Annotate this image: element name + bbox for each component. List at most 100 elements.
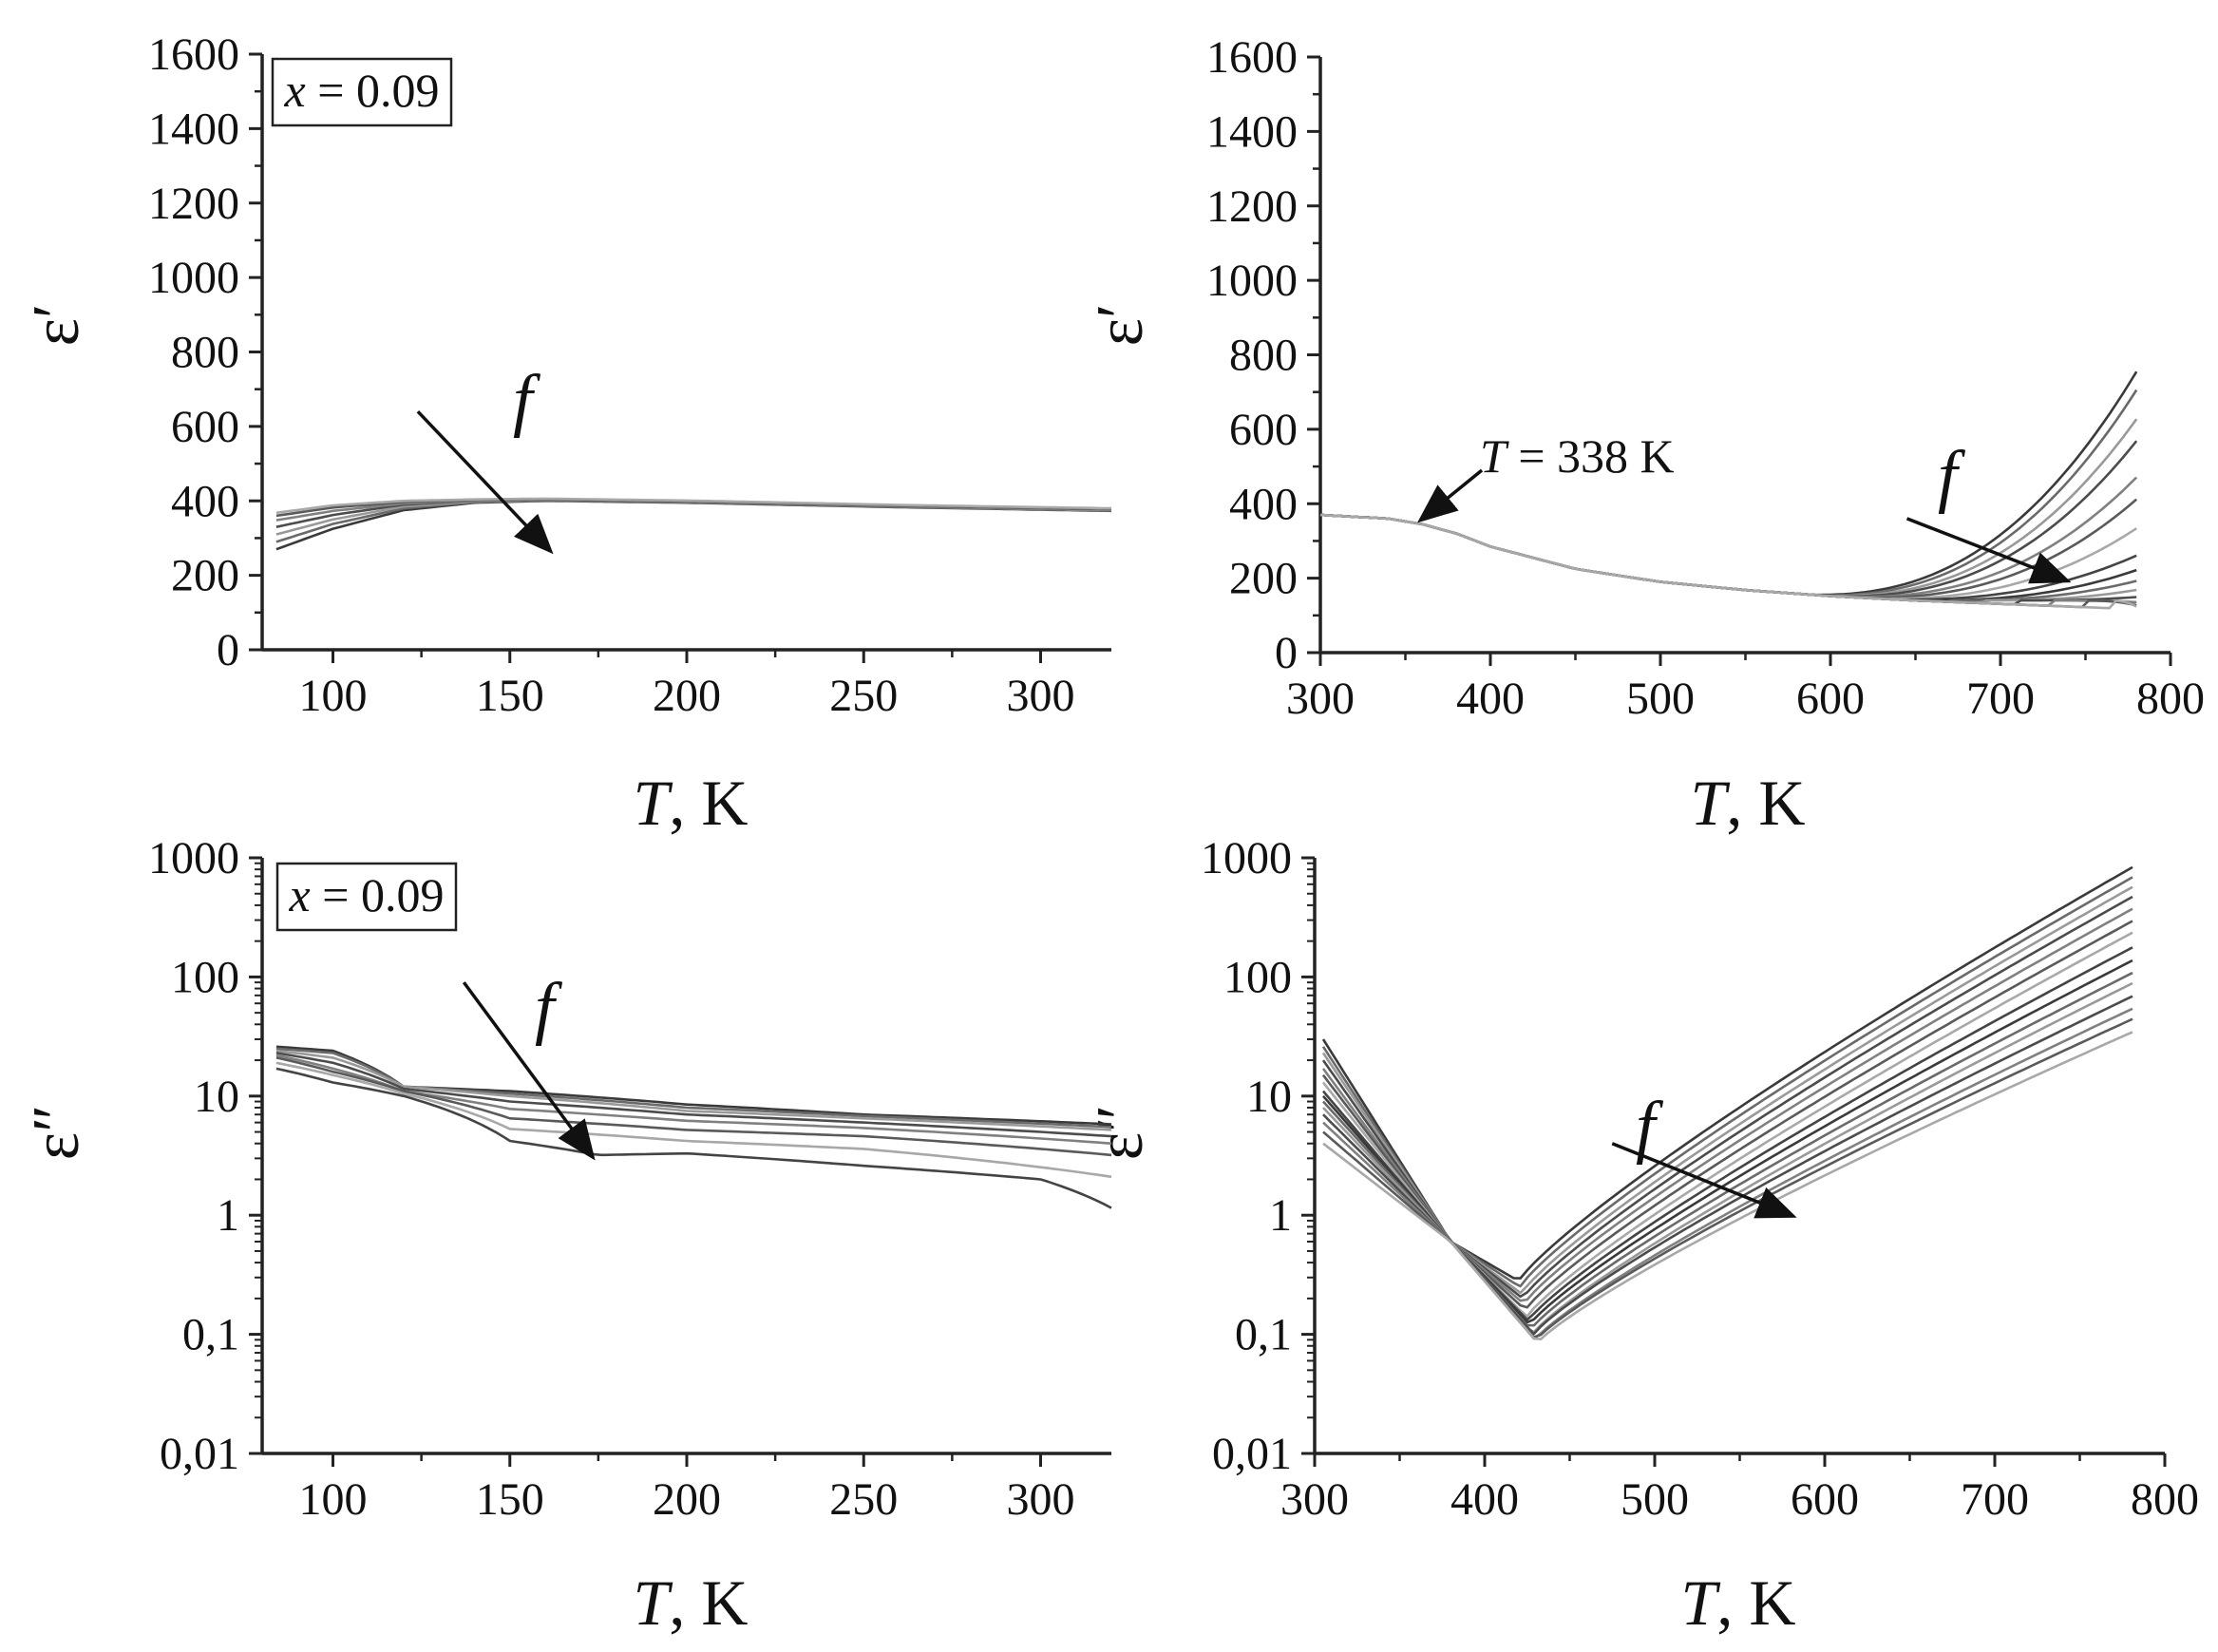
y-tick-label: 0,1	[1235, 1310, 1292, 1360]
y-axis-label: ε′	[1084, 304, 1157, 347]
x-tick-label: 800	[2131, 1474, 2199, 1525]
x-tick-label: 300	[1007, 1474, 1075, 1525]
x-axis-label: T, K	[1681, 1567, 1796, 1639]
series-line-f8	[1319, 513, 2137, 601]
x-tick-label: 600	[1796, 674, 1865, 724]
y-tick-label: 0	[217, 625, 239, 675]
series-line-f15	[1322, 1031, 2133, 1340]
series-line-f6	[275, 1056, 1112, 1157]
series-line-f9	[1322, 959, 2133, 1324]
panel-top-right: ε′ T, K T = 338 K f	[1084, 304, 1966, 839]
y-tick-label: 400	[171, 476, 239, 526]
y-tick-label: 0,1	[182, 1310, 239, 1360]
y-tick-label: 0,01	[160, 1429, 239, 1479]
frequency-label: f	[1938, 437, 1966, 515]
annotation-arrow	[1416, 468, 1484, 523]
y-tick-label: 1000	[1206, 256, 1298, 306]
y-tick-label: 10	[194, 1072, 239, 1122]
series-line-f7	[275, 497, 1112, 515]
series-line-f4	[275, 1052, 1112, 1138]
y-tick-label: 1	[1269, 1190, 1292, 1241]
frequency-arrow	[1611, 1142, 1797, 1219]
panel-bottom-left: ε″ T, K x = 0.09 f	[20, 862, 749, 1639]
series-line-f7	[1319, 513, 2137, 600]
x-axis-label: T, K	[634, 1567, 749, 1639]
plot-p3: 100 150 200 250 300 0,01 0,1 1 10 100 1000	[148, 833, 1112, 1525]
series-line-f5	[1321, 907, 2133, 1302]
y-tick-label: 800	[1229, 331, 1298, 381]
y-tick-label: 600	[171, 402, 239, 452]
series-line-f3	[275, 1049, 1112, 1131]
x-tick-label: 200	[653, 671, 721, 721]
y-tick-label: 800	[171, 328, 239, 378]
x-tick-label: 500	[1626, 674, 1695, 724]
series-line-f15	[1319, 513, 2137, 610]
x-tick-label: 400	[1450, 1474, 1519, 1525]
x-tick-label: 250	[829, 671, 898, 721]
transition-annotation: T = 338 K	[1480, 429, 1675, 483]
x-axis-label: T, K	[634, 767, 749, 839]
y-tick-label: 600	[1229, 405, 1298, 455]
x-tick-label: 150	[476, 671, 544, 721]
y-tick-label: 200	[1229, 554, 1298, 604]
y-axis-label: ε″	[20, 1105, 93, 1161]
y-tick-label: 1000	[1201, 833, 1292, 883]
y-tick-label: 0	[1275, 628, 1298, 678]
x-tick-label: 500	[1621, 1474, 1689, 1525]
y-tick-label: 1	[217, 1190, 239, 1241]
x-tick-label: 300	[1280, 1474, 1349, 1525]
plot-p2: 300 400 500 600 700 800 0 200 400 600 800 1000 1200 1…	[1206, 32, 2205, 724]
y-tick-label: 100	[171, 952, 239, 1002]
x-tick-label: 700	[1961, 1474, 2029, 1525]
y-tick-label: 1000	[148, 833, 239, 883]
y-tick-label: 1400	[148, 104, 239, 154]
frequency-arrow	[462, 981, 596, 1161]
panel-bottom-right: ε″ T, K f	[1084, 1088, 1795, 1639]
y-tick-label: 200	[171, 551, 239, 601]
y-tick-label: 10	[1246, 1072, 1292, 1122]
x-tick-label: 100	[299, 1474, 368, 1525]
y-tick-label: 1200	[1206, 181, 1298, 232]
y-tick-label: 1200	[148, 179, 239, 229]
series-line-f7	[275, 1061, 1112, 1179]
series-line-f8	[1322, 946, 2133, 1321]
frequency-label: f	[513, 361, 541, 439]
y-tick-label: 1600	[1206, 32, 1298, 83]
y-tick-label: 100	[1223, 952, 1292, 1002]
y-tick-label: 1000	[148, 253, 239, 303]
series-line-f3	[1319, 418, 2138, 598]
y-tick-label: 0,01	[1212, 1429, 1292, 1479]
panel-top-left: ε′ T, K x = 0.09 f	[20, 57, 749, 839]
x-tick-label: 150	[476, 1474, 544, 1525]
legend-box: x = 0.09	[275, 862, 458, 932]
series-line-f13	[1322, 1007, 2133, 1340]
x-tick-label: 300	[1007, 671, 1075, 721]
plot-p4: 300 400 500 600 700 800 0,01 0,1 1 10 100 1000	[1201, 833, 2199, 1525]
y-axis-label: ε″	[1084, 1105, 1157, 1161]
y-tick-label: 400	[1229, 479, 1298, 529]
series-line-f8	[275, 1067, 1112, 1209]
frequency-arrow	[416, 409, 554, 555]
frequency-label: f	[535, 969, 563, 1047]
plot-p1: 100 150 200 250 300 0 200 400 600 800 1000 1200 1400…	[148, 29, 1112, 721]
x-tick-label: 600	[1791, 1474, 1859, 1525]
legend-text: x = 0.09	[289, 868, 445, 921]
series-line-f5	[1319, 476, 2138, 598]
x-tick-label: 200	[653, 1474, 721, 1525]
y-tick-label: 1600	[148, 29, 239, 80]
x-tick-label: 300	[1286, 674, 1355, 724]
frequency-arrow	[1905, 517, 2072, 584]
x-tick-label: 250	[829, 1474, 898, 1525]
legend-text: x = 0.09	[284, 64, 440, 117]
x-axis-label: T, K	[1691, 767, 1806, 839]
legend-frame	[271, 57, 453, 127]
legend-box: x = 0.09	[271, 57, 453, 127]
x-tick-label: 700	[1966, 674, 2035, 724]
x-tick-label: 800	[2136, 674, 2205, 724]
x-tick-label: 100	[299, 671, 368, 721]
legend-frame	[275, 862, 458, 932]
y-tick-label: 1400	[1206, 106, 1298, 157]
y-axis-label: ε′	[20, 304, 93, 347]
x-tick-label: 400	[1456, 674, 1525, 724]
